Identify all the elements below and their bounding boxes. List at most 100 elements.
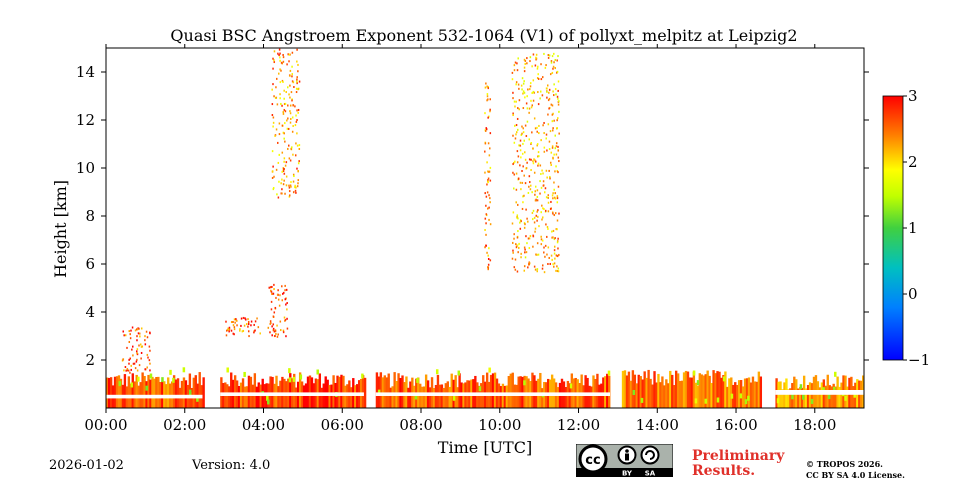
sparse-pixel-4 [247,318,249,321]
cloud-column-1 [295,387,298,408]
sparse-pixel-1 [516,150,519,153]
sparse-pixel-1 [543,52,545,55]
preliminary-line-1: Preliminary [692,448,785,464]
sparse-pixel-5 [146,336,149,339]
sparse-pixel-4 [243,324,246,327]
sparse-pixel-1 [518,246,520,249]
low-value-pixel [640,397,644,403]
sparse-pixel-1 [536,195,539,198]
sparse-pixel-1 [523,222,526,225]
sparse-pixel-1 [531,218,534,221]
cloud-column-1 [344,385,347,408]
sparse-pixel-1 [553,94,555,97]
sparse-pixel-1 [517,203,519,206]
sparse-pixel-0 [280,102,282,105]
sparse-pixel-1 [517,155,520,158]
sparse-pixel-2 [485,204,487,207]
sparse-pixel-5 [122,358,125,361]
sparse-pixel-4 [253,330,256,333]
low-value-pixel [452,395,456,401]
sparse-pixel-0 [297,182,299,185]
cloud-column-2 [401,375,404,408]
sparse-pixel-1 [531,91,533,94]
sparse-pixel-1 [536,144,538,147]
sparse-pixel-0 [272,165,274,168]
sparse-pixel-1 [525,135,528,138]
sparse-pixel-4 [239,329,241,332]
cc-license-badge: cc BY SA [576,444,673,477]
low-value-pixel [607,370,611,376]
sparse-pixel-1 [547,262,549,265]
sparse-pixel-5 [148,345,151,348]
low-value-pixel [416,377,419,383]
sparse-pixel-1 [521,132,523,135]
cloud-column-4 [824,385,827,408]
cloud-column-2 [564,387,568,408]
x-tick-label: 16:00 [714,416,757,434]
sparse-pixel-4 [244,317,246,320]
sparse-pixel-1 [553,83,555,86]
sparse-pixel-1 [544,255,546,258]
cloud-column-3 [674,370,678,408]
cloud-column-3 [651,384,654,408]
sparse-pixel-4 [259,332,261,335]
sparse-pixel-1 [513,161,515,164]
cloud-column-2 [550,374,554,408]
sparse-pixel-0 [288,157,291,160]
sparse-pixel-3 [271,325,273,328]
sparse-pixel-5 [128,358,130,361]
sparse-pixel-1 [516,214,519,217]
sparse-pixel-1 [518,99,521,102]
cloud-column-3 [722,375,725,408]
sparse-pixel-1 [552,263,554,266]
low-value-pixel [776,398,780,404]
sparse-pixel-0 [271,176,274,179]
sparse-pixel-4 [227,329,229,331]
cloud-column-0 [176,378,180,408]
sparse-pixel-1 [533,221,536,224]
sparse-pixel-5 [134,367,137,370]
sparse-pixel-1 [557,145,559,148]
sparse-pixel-2 [485,82,487,85]
preliminary-line-2: Results. [692,463,756,479]
sparse-pixel-1 [553,238,556,241]
sparse-pixel-2 [485,233,487,236]
sparse-pixel-1 [556,228,558,231]
sparse-pixel-0 [287,127,290,130]
sparse-pixel-4 [250,324,252,327]
y-axis: 2 4 6 8 10 12 14 [76,63,869,369]
sparse-pixel-5 [122,330,125,333]
sparse-pixel-1 [540,78,543,81]
sparse-pixel-0 [285,184,288,187]
cloud-column-4 [838,386,841,408]
sparse-pixel-0 [279,52,281,55]
sparse-pixel-5 [140,357,142,360]
cloud-column-0 [161,381,164,408]
sparse-pixel-1 [556,241,559,244]
sparse-pixel-1 [516,236,519,239]
sparse-pixel-1 [549,262,552,265]
low-value-pixel [853,392,856,398]
sparse-pixel-0 [297,179,300,182]
sparse-pixel-1 [558,100,560,103]
cloud-column-0 [131,373,134,408]
preliminary-results-label: Preliminary Results. [692,449,784,479]
sparse-pixel-0 [282,183,285,186]
sparse-pixel-1 [529,56,532,59]
sparse-pixel-2 [485,244,487,247]
sparse-pixel-1 [557,247,559,250]
sparse-pixel-1 [519,139,522,142]
sparse-pixel-1 [532,245,534,248]
sparse-pixel-1 [531,104,534,107]
cloud-column-1 [324,376,327,408]
cloud-column-3 [720,377,723,408]
sparse-pixel-3 [271,334,273,337]
low-value-pixel [226,367,229,373]
cloud-column-3 [692,371,696,408]
cloud-column-2 [503,385,507,408]
sparse-pixel-1 [550,61,553,64]
sparse-pixel-1 [534,268,537,271]
sparse-pixel-1 [540,238,543,241]
sparse-pixel-1 [553,265,555,268]
cloud-column-3 [621,370,625,408]
